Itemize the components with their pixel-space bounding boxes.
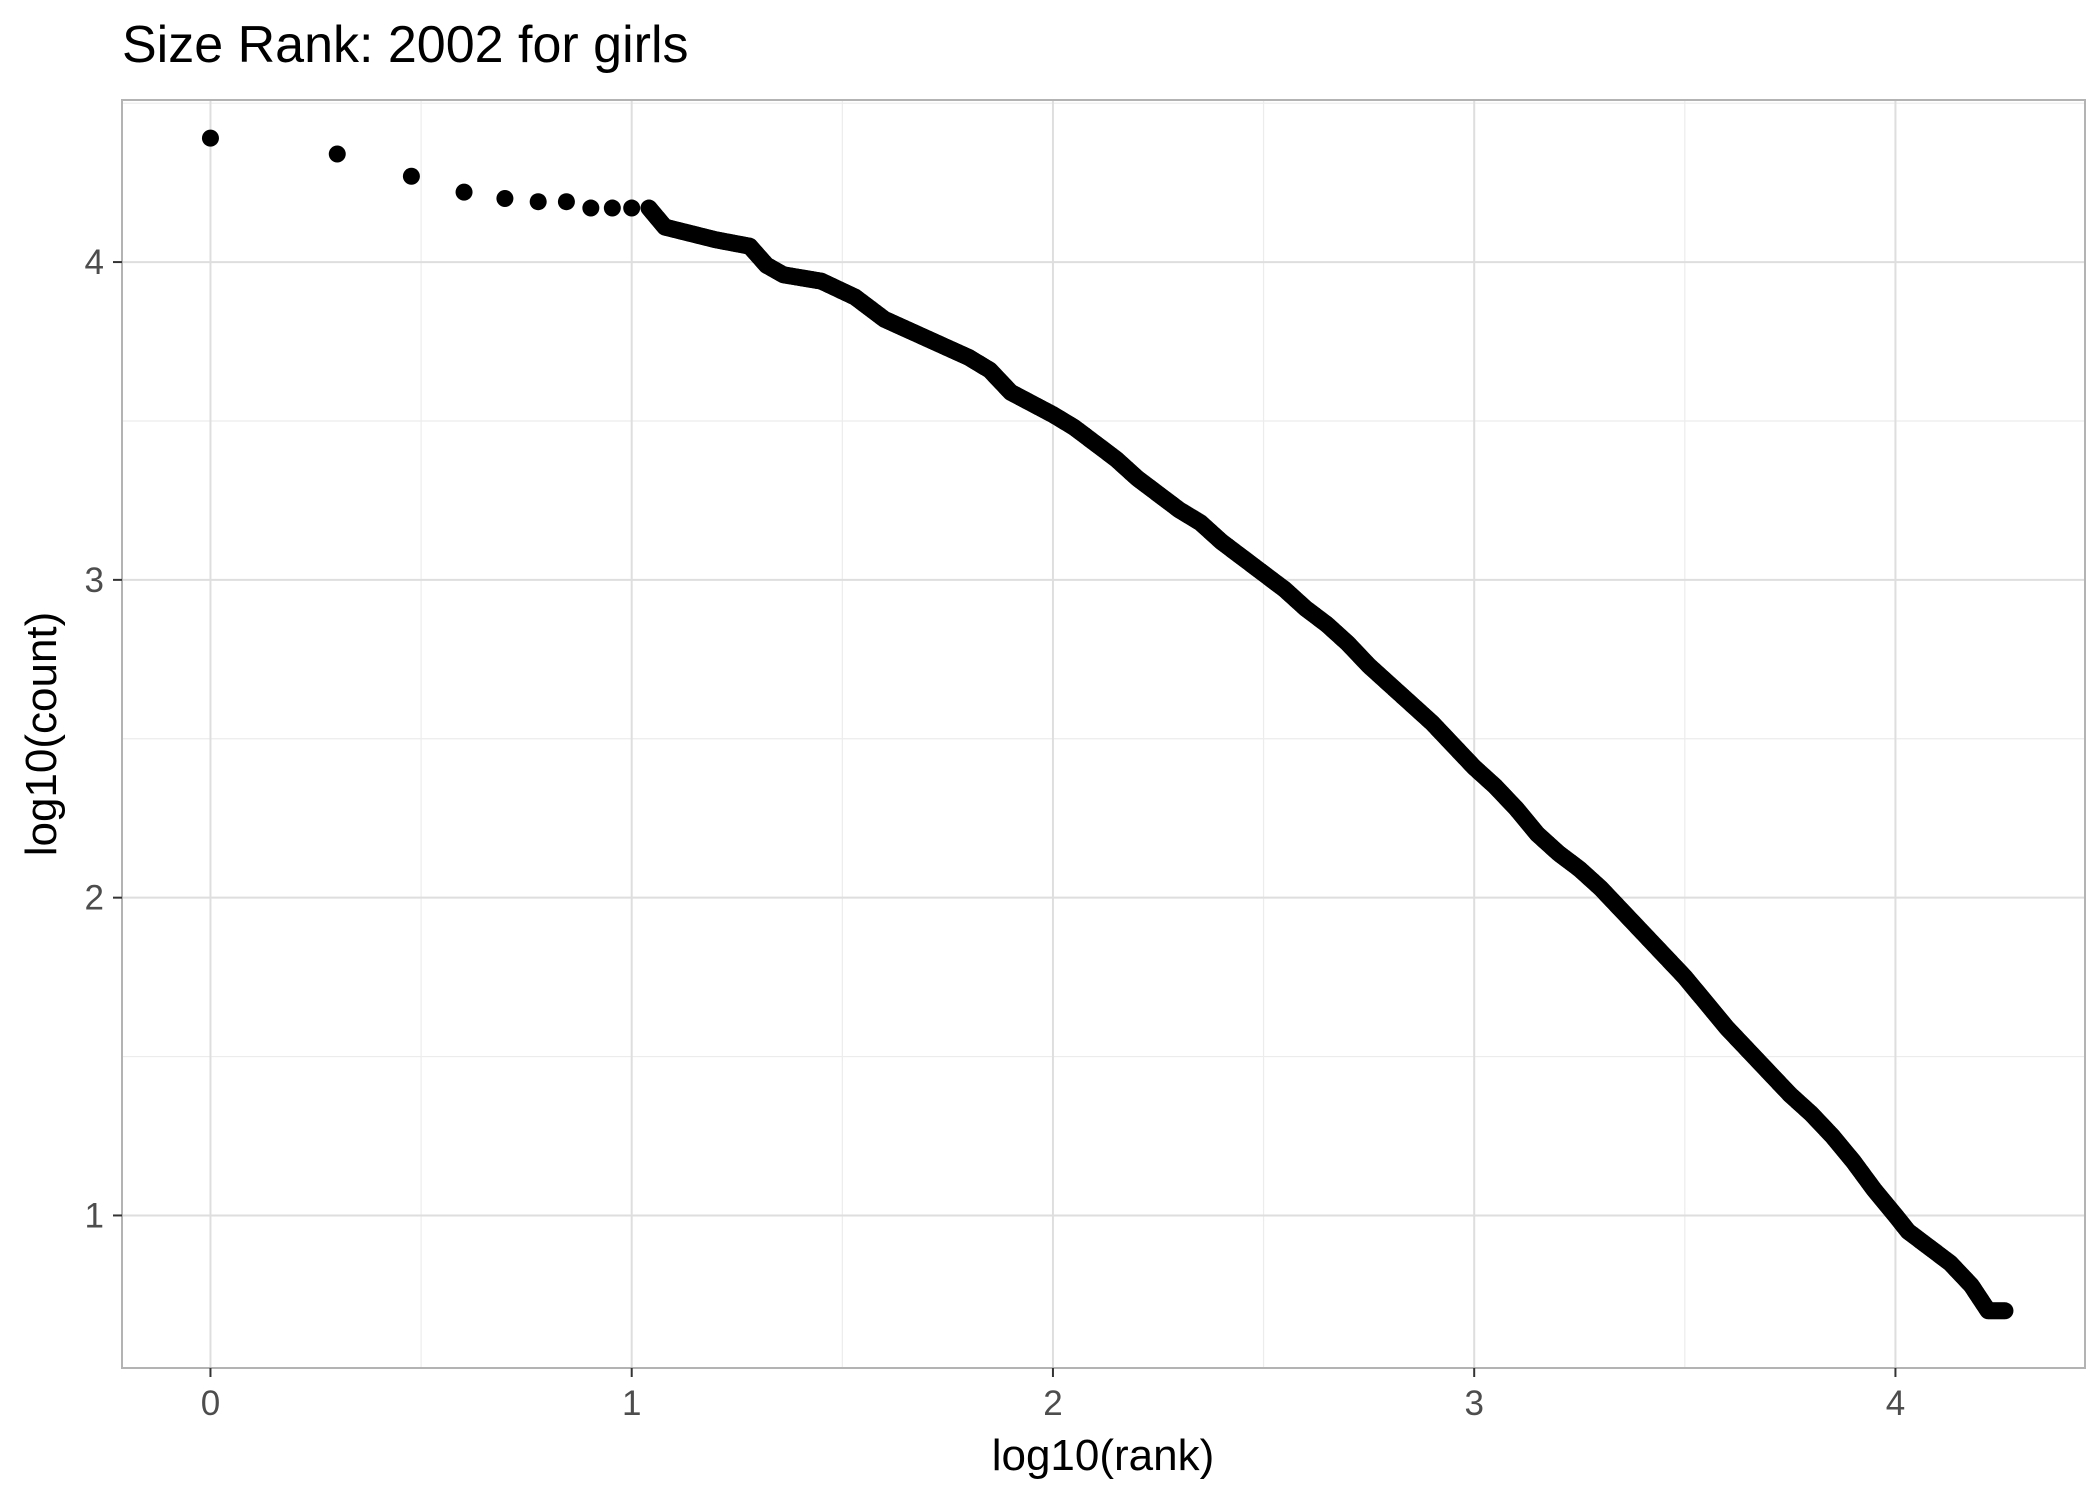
data-point xyxy=(455,183,473,201)
y-tick-label: 1 xyxy=(85,1196,104,1235)
data-point xyxy=(529,193,547,211)
x-tick-label: 2 xyxy=(1043,1384,1062,1423)
x-tick-label: 1 xyxy=(622,1384,641,1423)
data-point xyxy=(496,190,514,208)
data-point xyxy=(201,129,219,147)
y-axis: 1 2 3 4 xyxy=(85,243,122,1235)
data-point xyxy=(328,145,346,163)
x-tick-label: 4 xyxy=(1886,1384,1905,1423)
data-point xyxy=(1996,1302,2014,1320)
grid xyxy=(122,100,2085,1368)
panel-border xyxy=(121,99,2086,1369)
chart-title: Size Rank: 2002 for girls xyxy=(122,16,689,74)
y-tick-label: 4 xyxy=(85,243,104,282)
data-point xyxy=(582,199,600,217)
data-points xyxy=(201,129,2014,1320)
data-point xyxy=(402,167,420,185)
x-tick-label: 3 xyxy=(1464,1384,1483,1423)
x-axis-title: log10(rank) xyxy=(992,1431,1215,1480)
data-point xyxy=(623,199,641,217)
y-tick-label: 2 xyxy=(85,879,104,918)
data-point xyxy=(557,193,575,211)
x-tick-label: 0 xyxy=(201,1384,220,1423)
x-axis: 0 1 2 3 4 xyxy=(201,1368,1905,1423)
y-tick-label: 3 xyxy=(85,561,104,600)
y-axis-title: log10(count) xyxy=(17,612,66,857)
data-point xyxy=(603,199,621,217)
